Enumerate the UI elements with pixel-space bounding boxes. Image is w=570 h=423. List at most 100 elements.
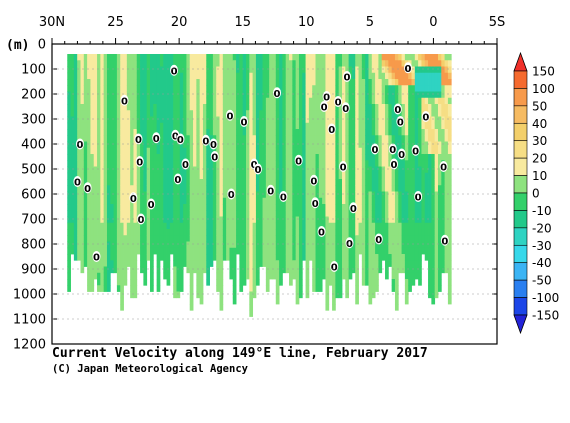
velocity-cell — [140, 91, 144, 99]
velocity-cell — [252, 85, 257, 92]
velocity-cell — [282, 60, 287, 67]
velocity-cell — [159, 85, 164, 92]
velocity-cell — [110, 216, 114, 224]
velocity-cell — [275, 204, 280, 211]
velocity-cell — [133, 279, 138, 286]
velocity-cell — [216, 197, 220, 205]
velocity-cell — [269, 172, 273, 180]
velocity-cell — [441, 247, 446, 255]
velocity-cell — [338, 72, 343, 80]
velocity-cell — [265, 266, 270, 274]
velocity-cell — [391, 260, 396, 267]
velocity-cell — [434, 141, 439, 149]
velocity-cell — [308, 247, 313, 255]
velocity-cell — [209, 216, 214, 224]
velocity-cell — [282, 241, 287, 249]
velocity-cell — [391, 266, 396, 274]
velocity-cell — [322, 141, 326, 149]
contour-label-bg — [390, 158, 399, 170]
velocity-cell — [437, 129, 442, 136]
velocity-cell — [226, 97, 230, 105]
velocity-cell — [97, 116, 101, 124]
velocity-cell — [110, 129, 114, 136]
velocity-cell — [348, 166, 353, 174]
velocity-cell — [305, 172, 310, 180]
velocity-cell — [341, 147, 346, 155]
contour-label-bg — [226, 109, 234, 121]
velocity-cell — [289, 54, 293, 61]
velocity-cell — [358, 222, 363, 230]
velocity-cell — [355, 79, 359, 86]
velocity-cell — [229, 179, 234, 186]
velocity-cell — [404, 185, 409, 192]
velocity-cell — [229, 197, 234, 205]
velocity-cell — [242, 85, 247, 92]
velocity-cell — [183, 191, 187, 199]
velocity-cell — [150, 141, 154, 149]
velocity-cell — [365, 254, 369, 261]
velocity-cell — [219, 197, 224, 205]
velocity-cell — [375, 54, 379, 61]
velocity-cell — [355, 110, 359, 117]
velocity-cell — [226, 129, 230, 136]
velocity-cell — [332, 222, 336, 230]
velocity-cell — [381, 66, 386, 74]
velocity-cell — [239, 197, 244, 205]
velocity-cell — [93, 179, 98, 186]
velocity-cell — [351, 172, 356, 180]
velocity-cell — [199, 260, 204, 267]
velocity-cell — [90, 122, 95, 130]
velocity-cell — [302, 222, 306, 230]
zero-contour-label: 0 — [251, 160, 258, 171]
velocity-cell — [401, 197, 406, 205]
velocity-cell — [335, 210, 340, 217]
velocity-cell — [295, 210, 300, 217]
velocity-cell — [338, 79, 343, 86]
velocity-cell — [199, 79, 204, 86]
velocity-cell — [236, 85, 240, 92]
velocity-cell — [67, 166, 71, 174]
velocity-cell — [398, 166, 402, 174]
velocity-cell — [381, 79, 386, 86]
velocity-cell — [444, 222, 449, 230]
colorbar-level-label: -150 — [532, 309, 559, 323]
velocity-cell — [97, 241, 101, 249]
velocity-cell — [193, 235, 197, 242]
velocity-cell — [332, 110, 336, 117]
velocity-cell — [437, 141, 442, 149]
velocity-cell — [302, 141, 306, 149]
velocity-cell — [371, 210, 376, 217]
velocity-cell — [146, 210, 151, 217]
velocity-cell — [375, 216, 379, 224]
velocity-cell — [414, 235, 419, 242]
velocity-cell — [126, 141, 131, 149]
velocity-cell — [173, 185, 177, 192]
velocity-cell — [70, 91, 75, 99]
velocity-cell — [120, 272, 124, 280]
velocity-cell — [431, 222, 436, 230]
velocity-cell — [388, 197, 393, 205]
zero-contour-label: 0 — [343, 73, 350, 84]
velocity-cell — [67, 235, 71, 242]
contour-label-bg — [411, 144, 420, 156]
velocity-cell — [156, 229, 161, 236]
velocity-cell — [163, 166, 167, 174]
velocity-cell — [216, 160, 220, 167]
velocity-cell — [338, 147, 343, 155]
velocity-cell — [77, 116, 81, 124]
velocity-cell — [116, 79, 121, 86]
velocity-cell — [341, 241, 346, 249]
velocity-cell — [322, 247, 326, 255]
velocity-cell — [120, 260, 124, 267]
velocity-cell — [236, 191, 240, 199]
velocity-cell — [332, 291, 336, 299]
velocity-cell — [295, 272, 300, 280]
velocity-cell — [295, 66, 300, 74]
velocity-cell — [345, 54, 350, 61]
velocity-cell — [408, 141, 412, 149]
velocity-cell — [411, 141, 416, 149]
velocity-cell — [308, 229, 313, 236]
velocity-cell — [67, 79, 71, 86]
velocity-cell — [325, 222, 330, 230]
velocity-cell — [318, 210, 323, 217]
